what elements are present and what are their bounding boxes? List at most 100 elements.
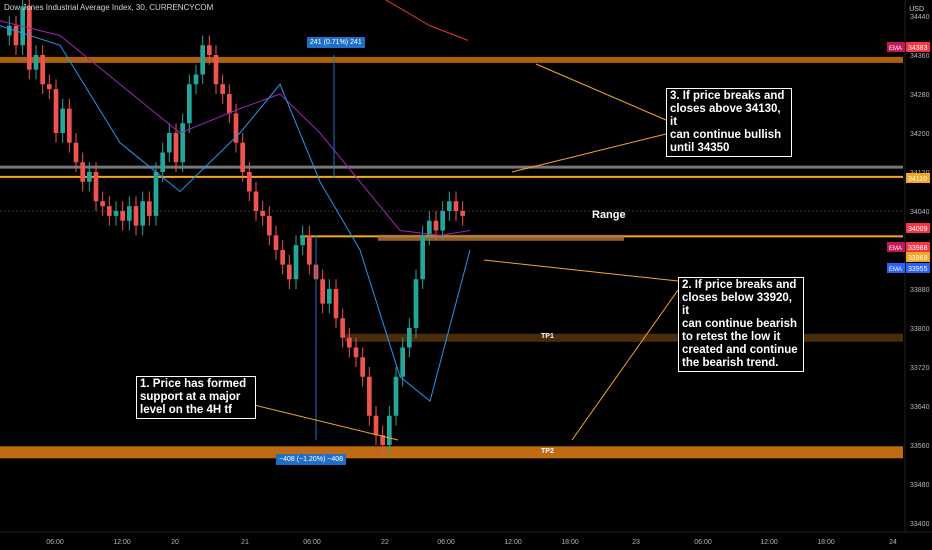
price-tag [906,42,930,52]
annotation-bearish: 2. If price breaks and closes below 3392… [678,277,804,372]
arrow-to-low [249,403,399,441]
candle-body [33,55,39,70]
candle-body [373,415,379,436]
price-tag-label: 33955 [908,266,928,273]
candle-body [153,172,159,216]
candle-body [220,84,225,94]
x-tick-label: 12:00 [504,539,522,546]
candle-body [213,55,219,85]
resistance-zone [0,56,903,63]
candle-body [53,89,59,133]
range-label: Range [592,209,626,221]
candle-body [253,191,259,211]
candle-body [167,133,172,153]
candle-body [447,201,452,211]
candle-body [420,235,425,280]
candle-body [227,94,232,114]
y-tick-label: 33560 [910,443,930,450]
candle-body [380,435,385,445]
symbol-title: Dow Jones Industrial Average Index, 30, … [4,3,214,12]
y-tick-label: 33800 [910,326,930,333]
ema-tag-label: EMA [889,267,902,273]
candle-body [140,201,145,226]
price-tag [906,242,930,252]
candle-body [193,74,199,85]
candle-body [347,337,352,348]
price-tag [906,223,930,233]
candle-body [293,245,299,280]
candle-body [67,108,72,143]
candle-body [73,142,79,163]
x-tick-label: 06:00 [694,539,712,546]
candle-body [40,55,45,85]
x-tick-label: 06:00 [437,539,455,546]
candle-body [147,201,152,216]
currency-label: USD [909,6,924,13]
x-tick-label: 21 [241,539,249,546]
price-tag-label: 34383 [908,45,928,52]
candle-body [60,108,65,133]
candle-body [27,6,32,70]
candle-body [353,347,359,358]
range-box [378,234,624,241]
y-tick-label: 34440 [910,14,930,21]
candle-body [387,415,392,445]
candle-body [120,211,125,221]
measure-up-label: 241 (0.71%) 241 [307,37,365,48]
candle-body [267,215,272,236]
candle-body [393,376,399,416]
candle-body [133,206,139,226]
candle-body [20,6,25,46]
arrow-to-34130 [511,133,667,173]
candle-body [287,264,292,280]
candle-body [453,201,459,211]
x-tick-label: 12:00 [113,539,131,546]
ema-tag [887,242,905,252]
annotation-support: 1. Price has formed support at a major l… [136,376,256,419]
candle-body [407,328,412,348]
price-tag [906,173,930,183]
gray-level-line [0,165,903,169]
candle-body [47,84,52,90]
ema-fast-line [0,25,471,403]
candle-body [107,206,112,216]
y-tick-label: 33480 [910,482,930,489]
ema-slow-line [0,20,471,236]
y-tick-label: 33720 [910,365,930,372]
candle-body [187,84,192,124]
x-tick-label: 18:00 [561,539,579,546]
price-tag-label: 34110 [908,176,927,183]
y-tick-label: 34040 [910,209,930,216]
tp2-zone [0,446,903,459]
y-tick-label: 33400 [910,521,930,528]
x-tick-label: 20 [171,539,179,546]
candle-body [433,220,439,231]
candle-body [233,113,239,143]
candle-body [173,133,179,163]
candle-body [80,162,85,182]
ema-long-line [384,0,469,41]
candle-body [460,211,465,216]
candle-body [367,376,372,416]
price-tag-label: 33988 [908,245,928,252]
x-tick-label: 23 [632,539,640,546]
candle-body [247,172,252,192]
candle-body [7,25,12,36]
candle-body [360,357,365,377]
price-tag-label: 34009 [908,226,928,233]
y-tick-label: 33640 [910,404,930,411]
measure-down-label: −408 (−1.20%) −408 [276,454,347,465]
candle-body [280,250,285,265]
ema-tag [887,263,905,273]
candle-body [427,220,432,236]
candle-body [307,235,312,265]
price-tag [906,263,930,273]
y-tick-label: 34200 [910,131,930,138]
ema-tag [887,42,905,52]
candle-body [100,201,105,207]
tp1-label: TP1 [541,333,554,340]
candle-body [13,25,19,46]
candle-body [320,279,325,304]
